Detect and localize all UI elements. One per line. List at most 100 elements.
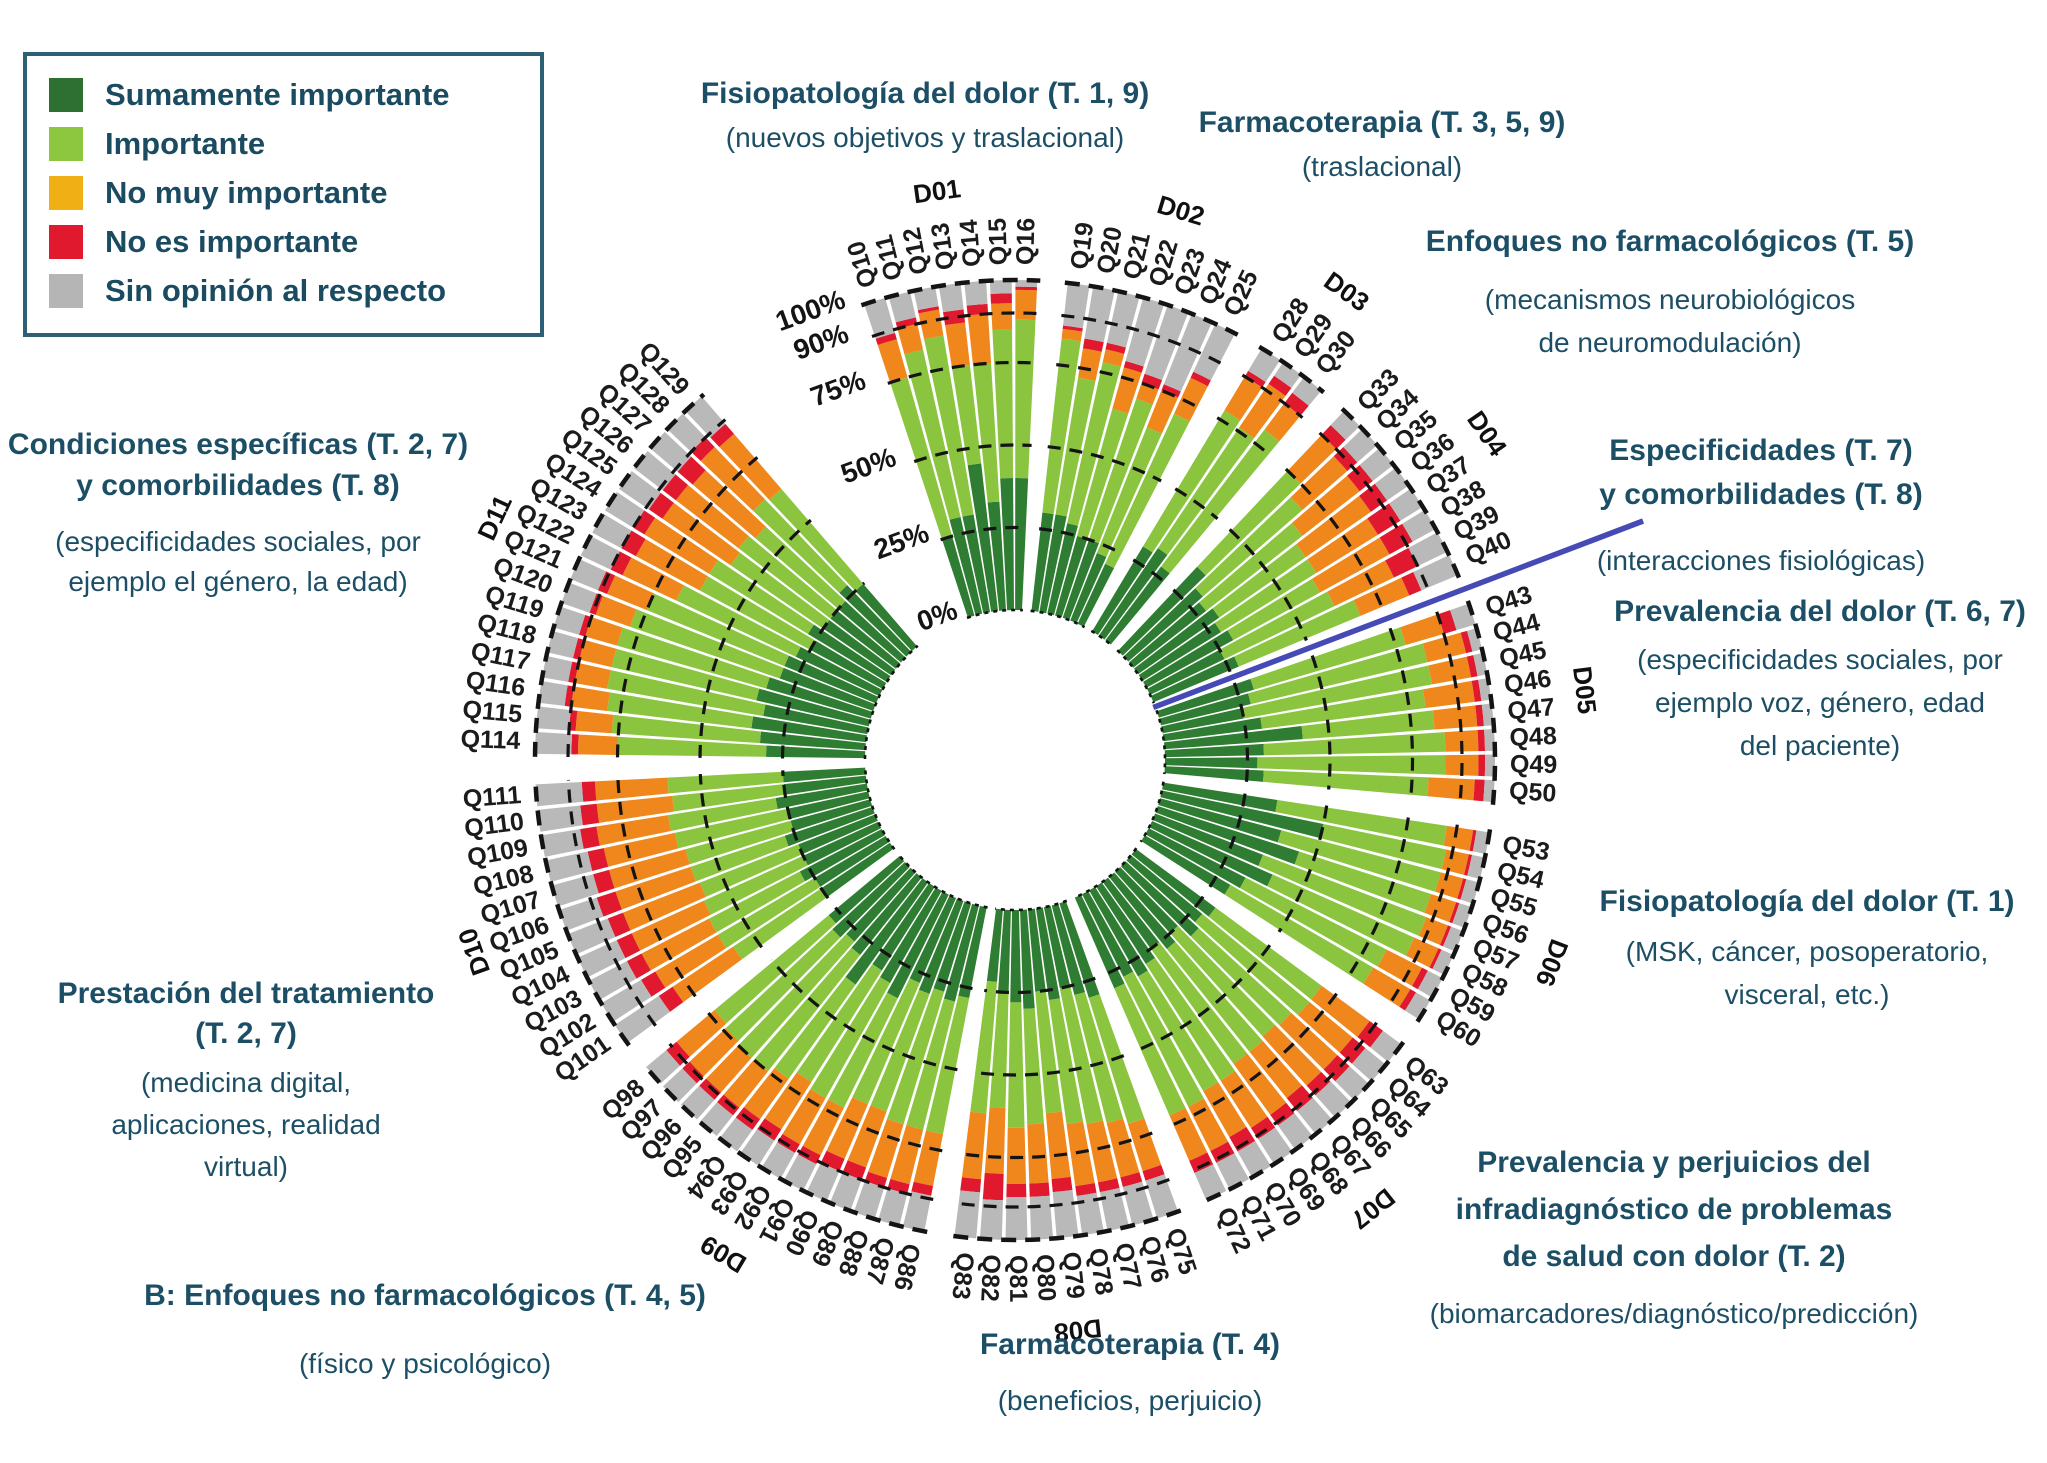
segment-sumamente_importante (1031, 512, 1054, 612)
segment-importante (1277, 830, 1441, 892)
segment-sumamente_importante (814, 836, 890, 887)
segment-importante (674, 808, 791, 849)
segment-no_muy_importante (1291, 475, 1360, 536)
segment-no_muy_importante (1249, 1040, 1302, 1099)
gridline-90-D07 (1190, 1021, 1378, 1173)
legend-swatch-no-es (49, 224, 83, 259)
bar-Q70 (1089, 886, 1271, 1178)
bar-Q117 (542, 655, 869, 735)
segment-sin_opinion (888, 291, 916, 323)
segment-importante (1195, 913, 1310, 1016)
domain-D11 (535, 396, 918, 759)
segment-no_muy_importante (1353, 577, 1410, 616)
segment-sin_opinion (740, 1129, 775, 1166)
segment-sumamente_importante (1149, 820, 1273, 887)
segment-no_es_importante (1469, 829, 1477, 852)
bar-Q94 (719, 878, 929, 1152)
segment-no_muy_importante (594, 777, 669, 801)
segment-no_es_importante (587, 848, 609, 871)
segment-importante (852, 978, 920, 1105)
segment-sumamente_importante (872, 882, 935, 971)
segment-sumamente_importante (830, 610, 901, 669)
legend-label: No muy importante (105, 174, 388, 210)
segment-no_es_importante (610, 551, 632, 576)
segment-sumamente_importante (787, 791, 870, 820)
segment-sumamente_importante (795, 646, 883, 697)
segment-sin_opinion (1052, 1189, 1079, 1239)
segment-importante (1267, 874, 1415, 956)
segment-sumamente_importante (949, 517, 983, 616)
segment-no_muy_importante (615, 866, 696, 910)
segment-no_muy_importante (913, 1130, 944, 1186)
segment-sumamente_importante (1108, 872, 1176, 949)
segment-no_muy_importante (1066, 1121, 1095, 1187)
gridline-25-D02 (1038, 527, 1124, 556)
segment-no_es_importante (1229, 1126, 1256, 1152)
gridline-25-D09 (834, 906, 973, 991)
bar-Q105 (567, 814, 878, 955)
gridline-25-D05 (1232, 682, 1250, 782)
question-label-Q79: Q79 (1057, 1250, 1090, 1300)
annotation-prevalencia-perjuicios-t2: Prevalencia y perjuicios del infradiagnó… (1430, 1139, 1919, 1335)
gridline-75-D11 (615, 456, 759, 758)
annotation-title: Fisiopatología del dolor (T. 1, 9) (700, 77, 1150, 110)
bar-Q35 (1128, 447, 1394, 668)
segment-no_es_importante (648, 492, 674, 519)
segment-importante (690, 835, 789, 882)
segment-no_es_importante (1029, 1182, 1050, 1197)
segment-importante (1301, 710, 1435, 740)
segment-sin_opinion (537, 805, 583, 832)
gridline-0-D08 (994, 899, 1068, 912)
bar-Q81 (1005, 909, 1028, 1241)
segment-sumamente_importante (1095, 882, 1156, 965)
segment-no_muy_importante (1174, 377, 1208, 422)
segment-sumamente_importante (1159, 693, 1251, 726)
segment-importante (607, 692, 754, 729)
bar-Q109 (540, 783, 869, 857)
segment-no_muy_importante (689, 1027, 739, 1077)
segment-sin_opinion (964, 280, 988, 306)
segment-no_muy_importante (1279, 1012, 1338, 1070)
annotation-subtitle: (mecanismos neurobiológicos (1484, 284, 1856, 315)
segment-importante (617, 627, 770, 689)
segment-no_muy_importante (1400, 614, 1444, 646)
legend-item: Sin opinión al respecto (49, 266, 540, 315)
gridline-90-D08 (955, 1178, 1170, 1209)
segment-no_es_importante (682, 1061, 704, 1084)
bar-Q102 (601, 836, 890, 1022)
segment-importante (1170, 925, 1275, 1037)
bar-Q11 (888, 291, 983, 616)
segment-importante (925, 995, 970, 1135)
segment-sumamente_importante (1143, 630, 1234, 688)
segment-sin_opinion (1125, 297, 1165, 367)
domain-label-D02: D02 (1154, 189, 1208, 232)
segment-sumamente_importante (1028, 908, 1046, 992)
segment-no_muy_importante (1203, 1082, 1247, 1138)
gridline-25-D08 (984, 976, 1096, 995)
bar-Q25 (1077, 323, 1236, 627)
segment-sin_opinion (783, 1154, 817, 1191)
domain-D06 (1141, 782, 1490, 1020)
segment-no_es_importante (1062, 325, 1083, 332)
segment-no_es_importante (798, 1145, 821, 1165)
segment-importante (1088, 398, 1153, 544)
segment-no_es_importante (777, 1134, 800, 1153)
segment-sumamente_importante (832, 861, 910, 938)
gridline-100-D05 (1465, 600, 1498, 806)
segment-no_es_importante (571, 734, 579, 755)
segment-sumamente_importante (1164, 757, 1258, 769)
segment-no_muy_importante (1220, 1070, 1268, 1128)
gridline-100-D04 (1340, 407, 1462, 579)
segment-sumamente_importante (967, 463, 998, 612)
segment-no_es_importante (1429, 948, 1442, 969)
legend-label: Sumamente importante (105, 76, 450, 112)
bar-Q89 (829, 898, 964, 1211)
bar-Q33 (1117, 410, 1360, 656)
segment-no_es_importante (1401, 572, 1422, 596)
segment-importante (611, 714, 761, 744)
annotation-prestacion-tratamiento: Prestación del tratamiento (T. 2, 7) (me… (58, 974, 435, 1188)
segment-no_muy_importante (1239, 383, 1286, 439)
segment-no_muy_importante (585, 617, 623, 646)
segment-sumamente_importante (1120, 861, 1199, 937)
